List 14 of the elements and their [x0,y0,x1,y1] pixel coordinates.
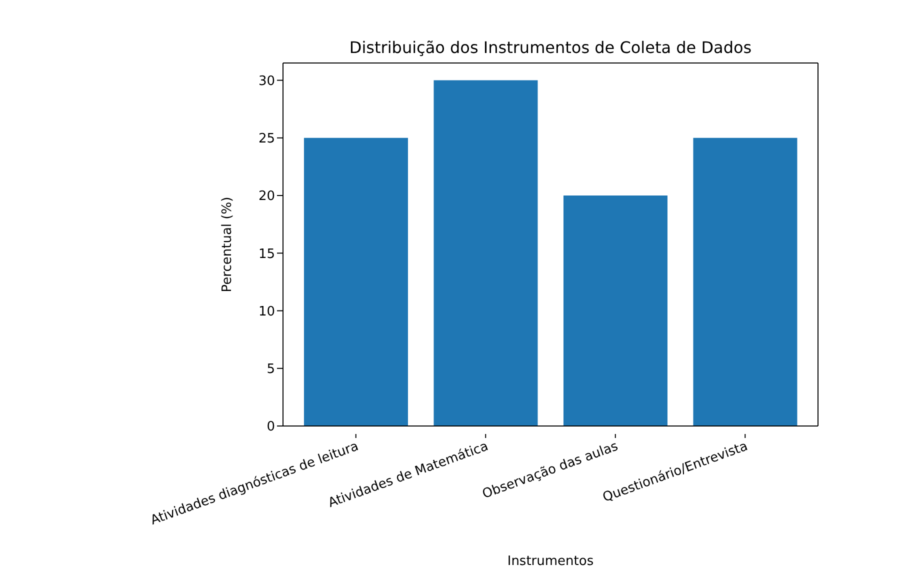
y-tick-label: 15 [258,246,275,262]
y-tick-label: 10 [258,304,275,320]
x-axis-title: Instrumentos [507,554,594,569]
y-tick-label: 5 [266,362,275,377]
y-tick-label: 30 [258,74,275,89]
bar [563,196,668,426]
y-tick-label: 20 [258,189,275,204]
y-axis-title: Percentual (%) [220,196,235,292]
bar [304,138,408,426]
bar [693,138,798,426]
bar [434,80,538,426]
y-tick-label: 25 [258,132,275,147]
chart-title: Distribuição dos Instrumentos de Coleta de Dados [349,38,752,57]
y-tick-label: 0 [266,420,275,435]
